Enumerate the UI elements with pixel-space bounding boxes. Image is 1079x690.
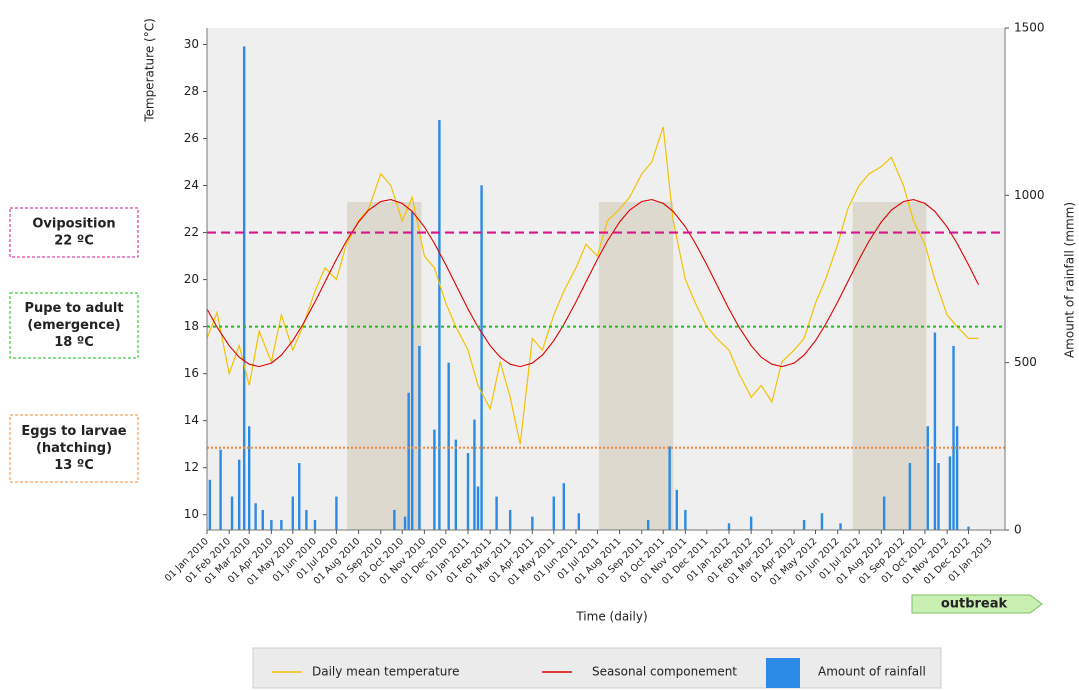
rain-bar (230, 496, 234, 530)
rain-bar (562, 483, 566, 530)
shaded-period (852, 201, 927, 531)
threshold-label: Oviposition (32, 217, 115, 232)
y-tick-label: 24 (184, 178, 199, 192)
y-tick-label: 26 (184, 131, 199, 145)
threshold-label: (hatching) (36, 441, 112, 456)
threshold-label: (emergence) (27, 318, 120, 333)
y2-tick-label: 1000 (1014, 188, 1045, 202)
y2-tick-label: 1500 (1014, 21, 1045, 35)
rain-bar (403, 516, 407, 530)
rain-bar (839, 523, 842, 530)
y-tick-label: 18 (184, 319, 199, 333)
rain-bar (305, 509, 308, 530)
rain-bar (495, 496, 498, 530)
rain-bar (313, 519, 317, 530)
rain-bar (552, 496, 556, 530)
outbreak-label: outbreak (941, 597, 1008, 612)
rain-bar (454, 439, 458, 530)
rain-bar (480, 185, 483, 530)
outbreak-arrow (911, 594, 1043, 614)
rain-bar (247, 426, 251, 530)
rain-bar (749, 516, 753, 530)
rain-bar (727, 523, 731, 530)
rain-bar (675, 489, 678, 530)
shaded-period (598, 201, 674, 531)
rain-bar (407, 392, 410, 530)
y-tick-label: 20 (184, 272, 199, 286)
y-tick-label: 12 (184, 460, 199, 474)
threshold-label: 13 ºC (54, 458, 94, 473)
rain-bar (447, 362, 450, 530)
threshold-box (9, 414, 139, 483)
rain-bar (219, 449, 222, 530)
y2-axis-title: Amount of rainfall (mmm) (1063, 202, 1077, 358)
rain-bar (466, 453, 470, 530)
threshold-box (9, 292, 139, 359)
rain-bar (908, 463, 912, 530)
rain-bar (926, 426, 929, 530)
rain-bar (476, 486, 480, 530)
y2-tick-label: 0 (1014, 523, 1022, 537)
legend-swatch (766, 658, 800, 688)
rain-bar (948, 456, 952, 530)
legend (252, 647, 942, 689)
rain-bar (291, 496, 295, 530)
rain-bar (937, 463, 940, 530)
y-tick-label: 16 (184, 366, 199, 380)
rain-bar (393, 509, 396, 530)
y2-tick-label: 500 (1014, 355, 1037, 369)
rain-bar (433, 429, 436, 530)
rain-bar (254, 503, 257, 530)
series-line (206, 126, 979, 445)
legend-label: Amount of rainfall (818, 665, 926, 679)
rain-bar (967, 526, 970, 530)
rain-bar (298, 463, 301, 530)
rain-bar (531, 516, 534, 530)
rain-bar (955, 426, 959, 530)
x-axis-title: Time (daily) (575, 610, 647, 624)
legend-label: Daily mean temperature (312, 665, 459, 679)
rain-bar (261, 509, 264, 530)
threshold-label: 18 ºC (54, 335, 94, 350)
threshold-label: Pupe to adult (24, 301, 123, 316)
rain-bar (237, 459, 241, 530)
rain-bar (270, 519, 273, 530)
rain-bar (242, 46, 246, 530)
rain-bar (952, 345, 955, 530)
rain-bar (882, 496, 886, 530)
rain-bar (438, 120, 441, 531)
rain-bar (418, 345, 421, 530)
rain-bar (646, 519, 650, 530)
rain-bar (668, 446, 671, 530)
rain-bar (820, 513, 824, 530)
rain-bar (208, 479, 212, 530)
threshold-label: 22 ºC (54, 234, 94, 249)
y-tick-label: 30 (184, 37, 199, 51)
y-tick-label: 10 (184, 507, 199, 521)
threshold-box (9, 207, 139, 258)
legend-label: Seasonal componement (592, 665, 737, 679)
threshold-label: Eggs to larvae (21, 424, 126, 439)
y-axis-title: Temperature (°C) (143, 18, 157, 123)
y-tick-label: 14 (184, 413, 199, 427)
rain-bar (577, 513, 581, 530)
y-tick-label: 28 (184, 84, 199, 98)
rain-bar (508, 509, 512, 530)
y-tick-label: 22 (184, 225, 199, 239)
rain-bar (802, 519, 806, 530)
rain-bar (411, 212, 414, 531)
rain-bar (473, 419, 476, 530)
rain-bar (280, 519, 283, 530)
rain-bar (933, 332, 937, 530)
series-line (206, 199, 979, 368)
rain-bar (335, 496, 338, 530)
shaded-period (347, 201, 422, 531)
rain-bar (684, 509, 687, 530)
